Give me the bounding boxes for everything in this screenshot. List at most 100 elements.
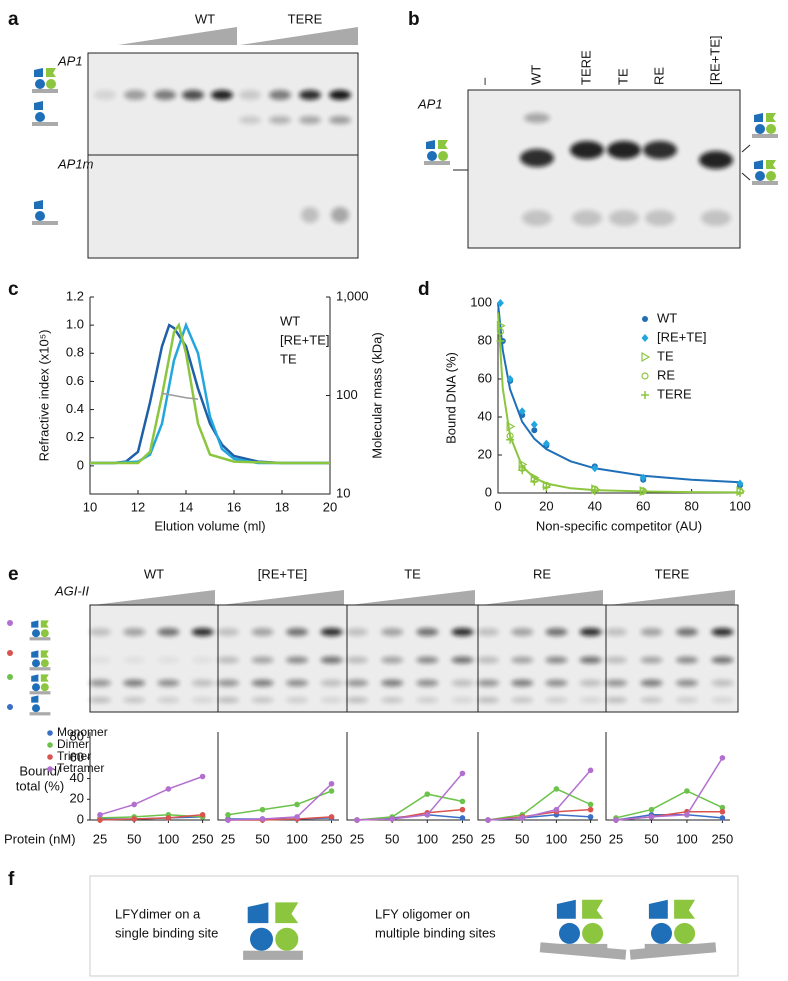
x-tick-label: 18 xyxy=(275,499,289,514)
point xyxy=(424,812,431,818)
gel xyxy=(87,52,359,156)
y-tick-label: 1.2 xyxy=(66,288,84,303)
point xyxy=(259,806,266,813)
gel-band xyxy=(605,679,627,687)
point xyxy=(719,804,726,811)
dna xyxy=(243,950,303,960)
series-line xyxy=(99,814,203,821)
flag xyxy=(40,674,49,682)
gel-band xyxy=(520,149,554,167)
flag xyxy=(754,113,763,122)
domain xyxy=(427,151,437,161)
domain xyxy=(755,171,765,181)
gel-band xyxy=(286,656,309,664)
protein-label: RE xyxy=(533,566,551,581)
dna xyxy=(29,667,51,671)
series-line xyxy=(227,790,332,816)
flag xyxy=(40,650,49,658)
point xyxy=(485,817,491,823)
gel-band xyxy=(643,141,677,159)
lane-dot xyxy=(7,650,13,656)
protein-icon xyxy=(644,899,700,953)
y2-tick-label: 1,000 xyxy=(336,288,369,303)
gel-band xyxy=(607,141,641,159)
point xyxy=(496,337,505,345)
x-tick-label: 40 xyxy=(588,498,602,513)
gel-band xyxy=(511,697,534,703)
domain xyxy=(32,704,40,713)
gel-band xyxy=(545,679,568,687)
x-tick-label: 100 xyxy=(158,831,180,846)
y-tick-label: 80 xyxy=(70,729,84,744)
point xyxy=(131,801,137,808)
series-line xyxy=(615,757,724,821)
series-line xyxy=(615,790,723,819)
lane-dot xyxy=(7,674,13,680)
flag xyxy=(247,902,269,924)
y-axis-label: Bound/ xyxy=(19,763,61,778)
point xyxy=(496,320,506,331)
axis-frame xyxy=(605,732,730,821)
gel-band xyxy=(416,656,439,664)
x-tick-label: 25 xyxy=(350,831,364,846)
dna xyxy=(552,943,608,953)
legend-entry: [RE+TE] xyxy=(280,332,330,347)
panel-label: a xyxy=(8,9,19,30)
gel-band xyxy=(572,210,602,226)
x-tick-label: 60 xyxy=(636,498,650,513)
panel-label: d xyxy=(418,279,430,300)
x-tick-label: 50 xyxy=(255,831,269,846)
protein-icon xyxy=(243,902,303,960)
point xyxy=(519,815,525,821)
gel-band xyxy=(346,656,368,664)
axis-frame xyxy=(89,732,210,821)
gel-band xyxy=(640,679,663,687)
gel-band xyxy=(269,90,291,100)
flag xyxy=(46,68,56,77)
gel-band xyxy=(579,656,602,664)
x-tick-label: 80 xyxy=(684,498,698,513)
legend-entry: TERE xyxy=(657,386,692,401)
dna xyxy=(29,712,51,716)
gel-band xyxy=(94,90,116,100)
dna xyxy=(32,89,58,93)
y-tick-label: 0 xyxy=(485,484,492,499)
lane-label: TE xyxy=(615,68,630,85)
point xyxy=(684,788,690,794)
point xyxy=(199,812,206,818)
gel-band xyxy=(605,697,627,703)
gel-band xyxy=(640,656,663,664)
gel-band xyxy=(675,656,698,664)
domain xyxy=(46,79,56,89)
domain xyxy=(250,927,273,951)
gel-band xyxy=(640,628,663,636)
probe-label: AP1m xyxy=(57,156,94,171)
x-tick-label: 100 xyxy=(416,831,438,846)
dna xyxy=(32,221,58,225)
panel-label: b xyxy=(408,9,420,30)
axis-frame xyxy=(346,732,470,821)
point xyxy=(459,770,466,777)
gel-band xyxy=(579,697,602,703)
y-tick-label: 0.2 xyxy=(66,429,84,444)
group-label: TERE xyxy=(288,11,323,26)
gel-band xyxy=(269,116,291,124)
legend-entry: Trimer xyxy=(57,749,91,763)
point xyxy=(459,806,466,813)
gel-band xyxy=(511,656,534,664)
point xyxy=(518,466,527,475)
point xyxy=(542,439,550,448)
gel-band xyxy=(645,210,675,226)
gel-band xyxy=(89,656,111,664)
gel-band xyxy=(545,628,568,636)
point xyxy=(530,477,539,486)
flag xyxy=(34,68,43,77)
protein-label: TERE xyxy=(655,566,690,581)
point xyxy=(496,327,505,336)
gel-band xyxy=(320,679,343,687)
gel-band xyxy=(157,656,180,664)
point xyxy=(354,817,360,823)
flag xyxy=(766,113,776,122)
gel-band xyxy=(217,628,239,636)
dna xyxy=(29,691,51,695)
